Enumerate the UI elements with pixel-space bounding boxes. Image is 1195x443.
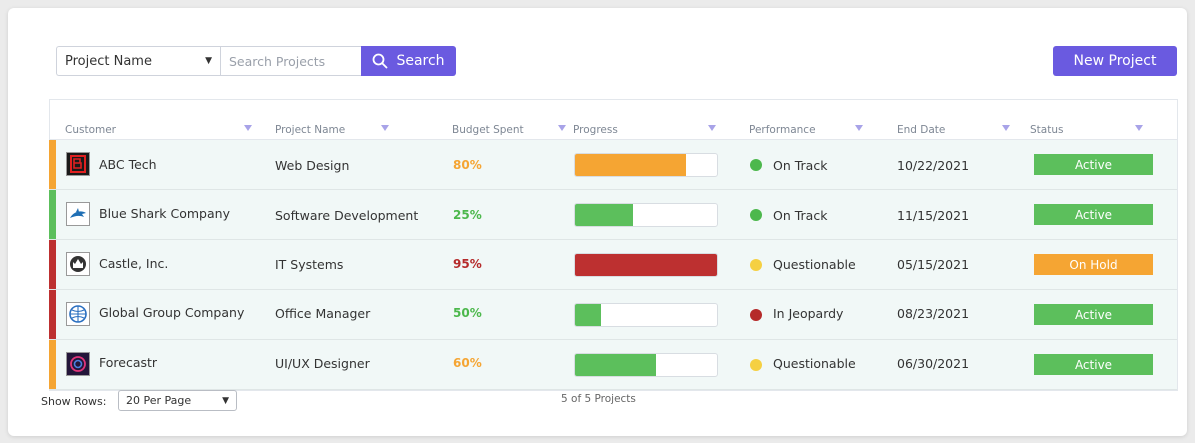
- status-badge[interactable]: On Hold: [1034, 254, 1153, 275]
- search-button-label: Search: [396, 53, 445, 69]
- search-button[interactable]: Search: [361, 46, 456, 76]
- project-name: UI/UX Designer: [275, 356, 370, 371]
- performance-dot-icon: [750, 309, 762, 321]
- budget-spent: 95%: [453, 257, 482, 271]
- budget-spent: 50%: [453, 306, 482, 320]
- progress-bar-fill: [575, 254, 717, 276]
- performance-dot-icon: [750, 159, 762, 171]
- performance-label: On Track: [773, 158, 828, 173]
- end-date: 10/22/2021: [897, 158, 970, 173]
- search-field-label: Project Name: [65, 53, 152, 69]
- project-name: IT Systems: [275, 257, 344, 272]
- status-badge[interactable]: Active: [1034, 304, 1153, 325]
- column-header-performance[interactable]: Performance: [749, 124, 816, 136]
- status-badge[interactable]: Active: [1034, 354, 1153, 375]
- project-name: Software Development: [275, 208, 419, 223]
- sort-caret-icon[interactable]: [558, 125, 566, 131]
- customer-name: Castle, Inc.: [99, 256, 169, 271]
- column-header-progress[interactable]: Progress: [573, 124, 618, 136]
- project-count: 5 of 5 Projects: [561, 393, 636, 405]
- project-name: Office Manager: [275, 306, 371, 321]
- table-row[interactable]: Castle, Inc. IT Systems 95% Questionable…: [49, 240, 1177, 290]
- sort-caret-icon[interactable]: [381, 125, 389, 131]
- customer-name: Blue Shark Company: [99, 206, 230, 221]
- column-header-project-name[interactable]: Project Name: [275, 124, 346, 136]
- castle-logo-icon: [66, 252, 90, 276]
- end-date: 06/30/2021: [897, 356, 970, 371]
- rows-per-page-select[interactable]: 20 Per Page ▼: [118, 390, 237, 411]
- progress-bar: [574, 253, 718, 277]
- sort-caret-icon[interactable]: [244, 125, 252, 131]
- abc-tech-logo-icon: [66, 152, 90, 176]
- performance-dot-icon: [750, 359, 762, 371]
- end-date: 05/15/2021: [897, 257, 970, 272]
- table-header: Customer Project Name Budget Spent Progr…: [50, 100, 1177, 140]
- new-project-button[interactable]: New Project: [1053, 46, 1177, 76]
- forecastr-logo-icon: [66, 352, 90, 376]
- search-input[interactable]: [220, 46, 361, 76]
- sort-caret-icon[interactable]: [855, 125, 863, 131]
- budget-spent: 80%: [453, 158, 482, 172]
- table-row[interactable]: ABC Tech Web Design 80% On Track 10/22/2…: [49, 140, 1177, 190]
- show-rows-label: Show Rows:: [41, 395, 107, 408]
- progress-bar-fill: [575, 154, 686, 176]
- sort-caret-icon[interactable]: [1002, 125, 1010, 131]
- progress-bar-fill: [575, 204, 634, 226]
- status-badge[interactable]: Active: [1034, 204, 1153, 225]
- row-status-accent: [49, 140, 56, 189]
- customer-name: Forecastr: [99, 355, 158, 370]
- customer-name: Global Group Company: [99, 305, 245, 320]
- performance-label: Questionable: [773, 257, 856, 272]
- performance-label: On Track: [773, 208, 828, 223]
- progress-bar: [574, 303, 718, 327]
- progress-bar: [574, 153, 718, 177]
- customer-name: ABC Tech: [99, 157, 157, 172]
- column-header-status[interactable]: Status: [1030, 124, 1064, 136]
- search-field-select[interactable]: Project Name ▼: [56, 46, 220, 76]
- projects-table: Customer Project Name Budget Spent Progr…: [49, 99, 1178, 391]
- performance-label: In Jeopardy: [773, 306, 844, 321]
- search-icon: [373, 53, 388, 69]
- row-status-accent: [49, 240, 56, 289]
- end-date: 11/15/2021: [897, 208, 970, 223]
- row-status-accent: [49, 290, 56, 339]
- status-badge[interactable]: Active: [1034, 154, 1153, 175]
- shark-logo-icon: [66, 202, 90, 226]
- table-row[interactable]: Forecastr UI/UX Designer 60% Questionabl…: [49, 340, 1177, 390]
- sort-caret-icon[interactable]: [1135, 125, 1143, 131]
- end-date: 08/23/2021: [897, 306, 970, 321]
- row-status-accent: [49, 340, 56, 389]
- performance-dot-icon: [750, 209, 762, 221]
- progress-bar: [574, 203, 718, 227]
- progress-bar: [574, 353, 718, 377]
- globe-logo-icon: [66, 302, 90, 326]
- progress-bar-fill: [575, 354, 656, 376]
- progress-bar-fill: [575, 304, 601, 326]
- table-row[interactable]: Global Group Company Office Manager 50% …: [49, 290, 1177, 340]
- budget-spent: 25%: [453, 208, 482, 222]
- chevron-down-icon: ▼: [222, 395, 229, 406]
- column-header-budget-spent[interactable]: Budget Spent: [452, 124, 524, 136]
- rows-per-page-value: 20 Per Page: [126, 394, 192, 407]
- performance-label: Questionable: [773, 356, 856, 371]
- budget-spent: 60%: [453, 356, 482, 370]
- project-name: Web Design: [275, 158, 350, 173]
- search-bar: Project Name ▼ Search: [56, 46, 456, 76]
- sort-caret-icon[interactable]: [708, 125, 716, 131]
- performance-dot-icon: [750, 259, 762, 271]
- table-row[interactable]: Blue Shark Company Software Development …: [49, 190, 1177, 240]
- column-header-end-date[interactable]: End Date: [897, 124, 946, 136]
- chevron-down-icon: ▼: [205, 56, 212, 66]
- column-header-customer[interactable]: Customer: [65, 124, 117, 136]
- row-status-accent: [49, 190, 56, 239]
- projects-card: Project Name ▼ Search New Project Custom…: [8, 8, 1187, 436]
